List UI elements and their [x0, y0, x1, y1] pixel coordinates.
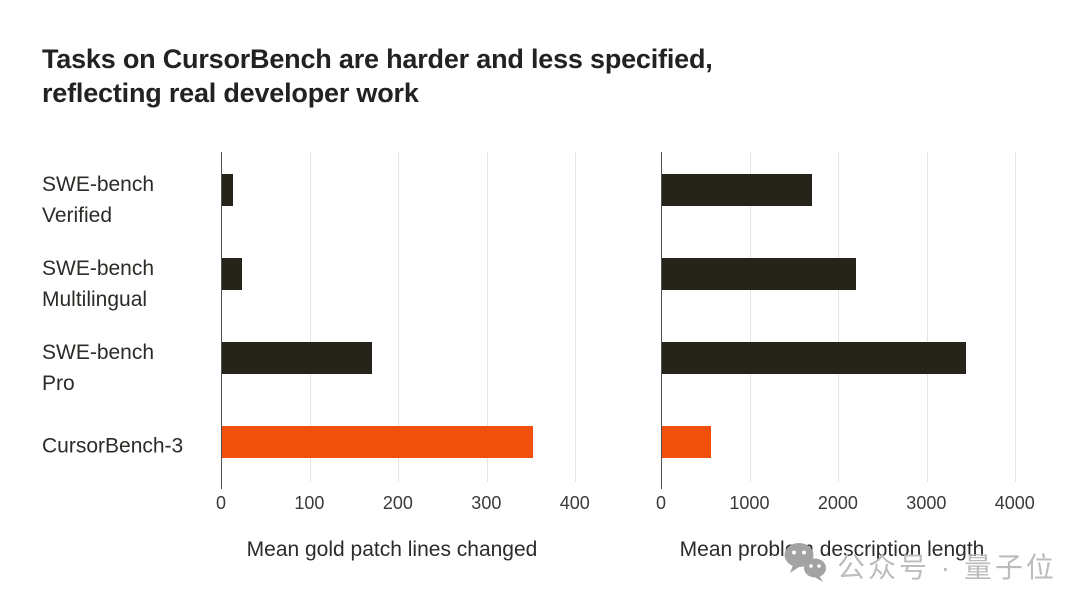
axis-tick-label: 1000	[729, 493, 770, 513]
x-axis-ticks-right: 0 1000 2000 3000 4000	[656, 493, 1059, 517]
category-label-line: SWE-bench	[42, 257, 155, 280]
gridline	[750, 152, 752, 482]
axis-tick-label: 100	[294, 493, 325, 513]
axis-tick-label: 4000	[994, 493, 1035, 513]
category-label-swe-bench-pro: SWE-bench Pro	[42, 337, 154, 399]
plot-area-left	[220, 152, 619, 489]
category-label-cursorbench-3: CursorBench-3	[42, 431, 183, 462]
gridline	[838, 152, 840, 482]
category-label-line: SWE-bench	[42, 173, 155, 196]
bar-cursorbench-3	[662, 426, 711, 458]
category-label-swe-bench-multilingual: SWE-bench Multilingual	[42, 253, 154, 315]
bar-swe-bench-pro	[222, 342, 372, 374]
plot-gold-patch-lines: 0 100 200 300 400 Mean gold patch lines chan…	[216, 152, 619, 582]
bar-swe-bench-verified	[222, 174, 234, 206]
bar-cursorbench-3	[222, 426, 533, 458]
x-axis-label-left: Mean gold patch lines changed	[246, 538, 538, 561]
category-labels: SWE-bench Verified SWE-bench Multilingual SW…	[42, 152, 217, 482]
chart-title-line2: reflecting real developer work	[42, 78, 419, 108]
gridline	[486, 152, 488, 482]
axis-tick-label: 3000	[906, 493, 947, 513]
watermark-text: 公众号 · 量子位	[837, 551, 1057, 583]
gridline	[574, 152, 576, 482]
chart-title: Tasks on CursorBench are harder and less…	[42, 42, 713, 110]
axis-tick-label: 0	[655, 493, 667, 513]
bar-swe-bench-verified	[662, 174, 812, 206]
category-label-line: Multilingual	[42, 288, 148, 311]
x-axis-label-right: Mean problem description length	[679, 538, 985, 561]
axis-tick-label: 300	[471, 493, 502, 513]
axis-tick-label: 200	[382, 493, 413, 513]
category-label-line: Pro	[42, 372, 75, 395]
category-label-line: Verified	[42, 204, 113, 227]
category-label-line: SWE-bench	[42, 341, 155, 364]
gridline	[926, 152, 928, 482]
watermark: 公众号 · 量子位	[782, 540, 1057, 591]
gridline	[1014, 152, 1016, 482]
gridline	[398, 152, 400, 482]
wechat-icon	[782, 540, 828, 591]
category-label-line: CursorBench-3	[42, 434, 184, 458]
bar-swe-bench-pro	[662, 342, 967, 374]
axis-tick-label: 400	[559, 493, 590, 513]
axis-tick-label: 0	[215, 493, 227, 513]
plot-area-right	[660, 152, 1059, 489]
axis-tick-label: 2000	[817, 493, 858, 513]
category-label-swe-bench-verified: SWE-bench Verified	[42, 169, 154, 231]
chart-title-line1: Tasks on CursorBench are harder and less…	[42, 44, 713, 74]
plot-problem-description: 0 1000 2000 3000 4000 Mean problem descripti…	[656, 152, 1059, 582]
gridline	[310, 152, 312, 482]
bar-swe-bench-multilingual	[222, 258, 243, 290]
bar-swe-bench-multilingual	[662, 258, 857, 290]
x-axis-ticks-left: 0 100 200 300 400	[216, 493, 619, 517]
